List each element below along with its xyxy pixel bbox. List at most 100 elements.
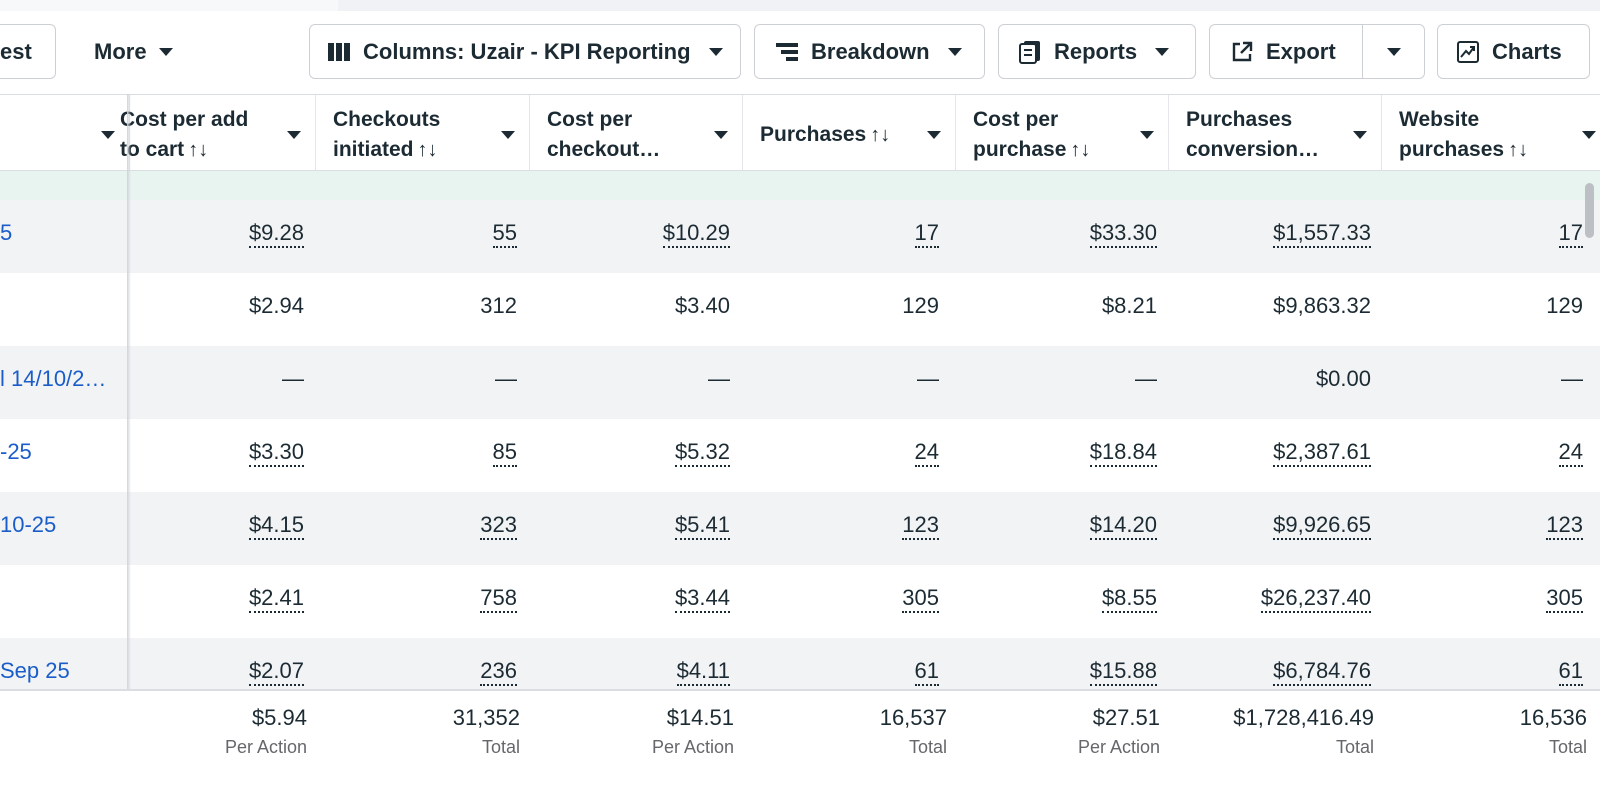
total-value: $1,728,416.49 [1233,705,1374,730]
charts-label: Charts [1492,38,1562,64]
totals-row: $5.94 Per Action 31,352 Total $14.51 Per Acti… [0,689,1600,811]
table-cell[interactable]: $10.29 [662,220,730,248]
column-header-website-purchases[interactable]: Website purchases ↑↓ [1382,95,1600,170]
table-cell[interactable]: $3.44 [674,585,730,613]
caret-down-icon[interactable] [501,131,515,139]
table-cell[interactable]: 17 [914,220,939,248]
export-divider [1362,25,1363,78]
export-dropdown-button[interactable] [1363,25,1424,78]
table-cell[interactable]: $26,237.40 [1260,585,1371,613]
caret-down-icon [1155,47,1170,56]
column-header-cost-per-add-to-cart[interactable]: Cost per add to cart ↑↓ [120,95,316,170]
table-cell[interactable]: $2,387.61 [1273,439,1371,467]
table-cell[interactable]: 55 [492,220,517,248]
table-cell[interactable]: $3.30 [248,439,304,467]
cell-value: 236 [480,658,517,686]
table-cell[interactable]: $18.84 [1089,439,1157,467]
caret-down-icon[interactable] [1582,131,1596,139]
row-name-link[interactable]: Sep 25 [0,658,70,683]
table-cell[interactable]: $2.07 [248,658,304,686]
row-name-link[interactable]: 5 [0,220,13,245]
table-cell[interactable]: $6,784.76 [1273,658,1371,686]
table-cell[interactable]: 323 [480,512,517,540]
table-cell[interactable]: 123 [902,512,939,540]
sort-icon[interactable]: ↑↓ [417,139,438,161]
table-cell[interactable]: $4.15 [248,512,304,540]
table-cell[interactable]: $33.30 [1089,220,1157,248]
cell-value: $2.07 [248,658,304,686]
table-cell: 129 [1546,293,1583,319]
cell-value: $2,387.61 [1273,439,1371,467]
frozen-column-shadow [127,94,131,809]
table-cell[interactable]: $15.88 [1089,658,1157,686]
columns-button[interactable]: Columns: Uzair - KPI Reporting [309,24,741,79]
column-header-purchases[interactable]: Purchases ↑↓ [743,95,956,170]
cell-value: $0.00 [1315,366,1371,391]
row-name-link[interactable]: l 14/10/2… [0,366,107,391]
table-cell: — [917,366,939,392]
cell-value: — [917,366,939,391]
cell-value: 24 [1558,439,1583,467]
table-cell[interactable]: 61 [1558,658,1583,686]
table-cell[interactable]: 758 [480,585,517,613]
column-header-purchases-conversion[interactable]: Purchases conversion… [1169,95,1382,170]
total-label: Per Action [1077,737,1160,757]
table-row[interactable]: 10-25 $4.15 323 $5.41 123 $14.20 $9,926.65 123 [0,492,1600,565]
vertical-scrollbar[interactable] [1585,183,1594,238]
table-cell[interactable]: $1,557.33 [1273,220,1371,248]
table-cell[interactable]: 17 [1558,220,1583,248]
sort-icon[interactable]: ↑↓ [1070,139,1091,161]
table-cell[interactable]: $5.41 [674,512,730,540]
table-row[interactable]: 5 $9.28 55 $10.29 17 $33.30 $1,557.33 17 [0,200,1600,273]
caret-down-icon[interactable] [287,131,301,139]
caret-down-icon[interactable] [1353,131,1367,139]
export-button[interactable]: Export [1230,39,1336,65]
table-cell[interactable]: 123 [1546,512,1583,540]
table-cell[interactable]: $4.11 [676,658,730,686]
table-cell[interactable]: 24 [1558,439,1583,467]
table-cell[interactable]: 305 [1546,585,1583,613]
table-row[interactable]: -25 $3.30 85 $5.32 24 $18.84 $2,387.61 24 [0,419,1600,492]
cell-value: — [708,366,730,391]
caret-down-icon[interactable] [714,131,728,139]
table-cell[interactable]: $8.55 [1101,585,1157,613]
sort-icon[interactable]: ↑↓ [870,124,891,146]
table-row[interactable]: l 14/10/2… — — — — — $0.00 — [0,346,1600,419]
table-cell[interactable]: $9,926.65 [1273,512,1371,540]
charts-button[interactable]: Charts [1437,24,1590,79]
table-row[interactable]: $2.41 758 $3.44 305 $8.55 $26,237.40 305 [0,565,1600,638]
caret-down-icon[interactable] [927,131,941,139]
top-strip-right [338,0,1600,11]
table-cell[interactable]: $14.20 [1089,512,1157,540]
row-name-link[interactable]: 10-25 [0,512,57,537]
cell-value: 85 [492,439,517,467]
reports-icon [1019,40,1040,64]
table-cell[interactable]: 305 [902,585,939,613]
table-row[interactable]: $2.94 312 $3.40 129 $8.21 $9,863.32 129 [0,273,1600,346]
table-cell[interactable]: 61 [914,658,939,686]
cell-value: — [282,366,304,391]
table-cell[interactable]: 236 [480,658,517,686]
cell-value: 55 [492,220,517,248]
total-value: $27.51 [1092,705,1160,730]
column-header-checkouts-initiated[interactable]: Checkouts initiated ↑↓ [316,95,530,170]
table-cell: — [495,366,517,392]
column-header-name[interactable] [0,95,130,170]
table-cell[interactable]: 24 [914,439,939,467]
more-button[interactable]: More [94,24,194,79]
breakdown-button[interactable]: Breakdown [754,24,985,79]
table-cell[interactable]: $5.32 [674,439,730,467]
caret-down-icon[interactable] [1140,131,1154,139]
cell-value: 758 [480,585,517,613]
table-cell[interactable]: 85 [492,439,517,467]
sort-icon[interactable]: ↑↓ [188,139,209,161]
cell-value: 129 [1546,293,1583,318]
reports-button[interactable]: Reports [998,24,1196,79]
column-header-cost-per-checkout[interactable]: Cost per checkout… [530,95,743,170]
column-header-cost-per-purchase[interactable]: Cost per purchase ↑↓ [956,95,1169,170]
table-cell[interactable]: $9.28 [248,220,304,248]
row-name-link[interactable]: -25 [0,439,32,464]
table-cell[interactable]: $2.41 [248,585,304,613]
sort-icon[interactable]: ↑↓ [1508,139,1529,161]
partial-left-button[interactable]: est [0,24,56,79]
